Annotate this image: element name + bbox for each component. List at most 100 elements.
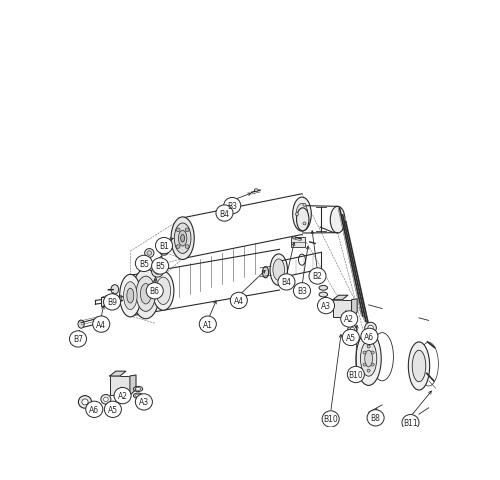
Circle shape xyxy=(136,394,152,410)
Ellipse shape xyxy=(134,386,142,392)
FancyBboxPatch shape xyxy=(333,300,351,318)
Ellipse shape xyxy=(356,332,381,385)
Ellipse shape xyxy=(350,328,354,332)
Ellipse shape xyxy=(134,393,142,398)
Circle shape xyxy=(216,205,233,222)
Circle shape xyxy=(296,213,298,216)
FancyBboxPatch shape xyxy=(101,298,112,306)
Ellipse shape xyxy=(78,396,92,408)
Text: A2: A2 xyxy=(344,315,354,324)
Circle shape xyxy=(303,204,306,207)
Circle shape xyxy=(348,367,364,383)
Ellipse shape xyxy=(365,323,376,334)
Circle shape xyxy=(303,223,306,226)
Ellipse shape xyxy=(82,399,88,405)
Ellipse shape xyxy=(296,204,308,226)
Ellipse shape xyxy=(171,217,194,260)
Text: A6: A6 xyxy=(89,405,100,414)
Ellipse shape xyxy=(296,208,309,231)
Circle shape xyxy=(294,283,310,300)
Text: B7: B7 xyxy=(73,335,83,344)
Circle shape xyxy=(156,238,172,254)
Ellipse shape xyxy=(270,254,287,286)
Text: B4: B4 xyxy=(282,278,292,287)
Text: B2: B2 xyxy=(312,272,322,281)
Ellipse shape xyxy=(136,276,156,312)
Ellipse shape xyxy=(360,341,377,376)
Ellipse shape xyxy=(136,395,141,397)
Circle shape xyxy=(318,298,334,314)
Text: B4: B4 xyxy=(220,209,230,218)
Ellipse shape xyxy=(292,198,312,232)
Circle shape xyxy=(176,228,180,232)
Circle shape xyxy=(185,228,189,232)
Text: B3: B3 xyxy=(297,287,307,296)
Ellipse shape xyxy=(152,266,163,277)
Ellipse shape xyxy=(178,231,187,246)
Text: B8: B8 xyxy=(370,413,380,422)
Circle shape xyxy=(136,256,152,272)
Ellipse shape xyxy=(140,284,151,304)
Circle shape xyxy=(185,245,189,249)
Ellipse shape xyxy=(144,249,154,258)
Text: B3: B3 xyxy=(227,202,237,211)
Ellipse shape xyxy=(365,350,372,367)
Polygon shape xyxy=(110,372,126,376)
Text: B5: B5 xyxy=(139,259,149,268)
Circle shape xyxy=(363,363,366,366)
Ellipse shape xyxy=(292,237,296,240)
Text: B9: B9 xyxy=(107,298,117,307)
Circle shape xyxy=(367,410,384,426)
Circle shape xyxy=(224,198,241,214)
Ellipse shape xyxy=(348,325,357,335)
Circle shape xyxy=(371,363,374,366)
Circle shape xyxy=(86,401,103,418)
Ellipse shape xyxy=(154,269,160,275)
Ellipse shape xyxy=(132,269,160,319)
Text: B10: B10 xyxy=(324,415,338,423)
Text: A4: A4 xyxy=(234,296,244,305)
Circle shape xyxy=(342,330,359,346)
Polygon shape xyxy=(130,375,136,396)
Circle shape xyxy=(371,351,374,354)
Circle shape xyxy=(176,245,180,249)
Circle shape xyxy=(367,369,370,372)
Circle shape xyxy=(92,316,110,333)
Ellipse shape xyxy=(152,272,174,311)
Circle shape xyxy=(309,268,326,285)
Circle shape xyxy=(104,294,120,311)
Ellipse shape xyxy=(160,247,168,256)
Text: B11: B11 xyxy=(403,418,418,427)
Text: B6: B6 xyxy=(150,287,160,296)
Ellipse shape xyxy=(101,395,111,404)
Circle shape xyxy=(322,411,339,427)
Circle shape xyxy=(402,415,419,431)
Text: A1: A1 xyxy=(203,320,213,329)
Circle shape xyxy=(367,345,370,348)
Ellipse shape xyxy=(174,224,191,254)
Ellipse shape xyxy=(124,282,137,310)
Circle shape xyxy=(361,328,378,345)
Circle shape xyxy=(70,331,86,348)
Ellipse shape xyxy=(319,286,328,290)
Text: A6: A6 xyxy=(364,332,374,341)
Circle shape xyxy=(146,283,163,300)
Ellipse shape xyxy=(104,397,108,402)
Text: B1: B1 xyxy=(159,241,169,251)
Circle shape xyxy=(200,316,216,333)
Ellipse shape xyxy=(262,267,268,278)
Ellipse shape xyxy=(162,249,166,253)
Text: A4: A4 xyxy=(96,320,106,329)
Circle shape xyxy=(114,388,131,404)
Ellipse shape xyxy=(330,207,345,234)
Ellipse shape xyxy=(319,292,328,297)
FancyBboxPatch shape xyxy=(291,238,305,248)
Ellipse shape xyxy=(127,288,134,303)
Ellipse shape xyxy=(254,190,258,192)
Ellipse shape xyxy=(368,325,374,331)
Ellipse shape xyxy=(147,251,152,256)
Text: A5: A5 xyxy=(346,333,356,342)
Circle shape xyxy=(278,274,295,290)
Ellipse shape xyxy=(408,342,430,390)
Ellipse shape xyxy=(180,235,184,242)
